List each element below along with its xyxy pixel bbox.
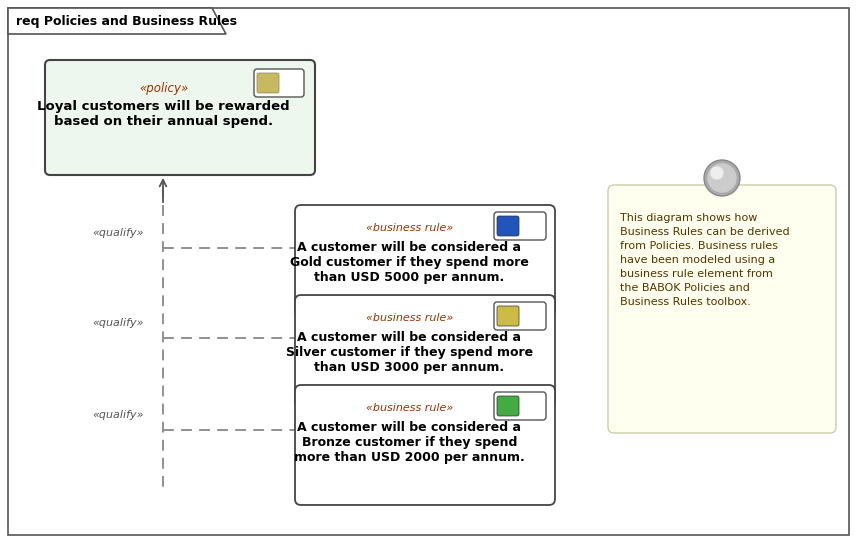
FancyBboxPatch shape <box>45 60 315 175</box>
Circle shape <box>708 164 736 192</box>
Text: «business rule»: «business rule» <box>366 313 453 323</box>
Text: «policy»: «policy» <box>139 82 189 95</box>
Text: «qualify»: «qualify» <box>93 318 144 328</box>
Text: A customer will be considered a
Gold customer if they spend more
than USD 5000 p: A customer will be considered a Gold cus… <box>290 241 529 284</box>
FancyBboxPatch shape <box>295 295 555 407</box>
FancyBboxPatch shape <box>494 302 546 330</box>
FancyBboxPatch shape <box>494 392 546 420</box>
Text: «business rule»: «business rule» <box>366 223 453 233</box>
Text: Loyal customers will be rewarded
based on their annual spend.: Loyal customers will be rewarded based o… <box>38 100 291 128</box>
Text: «business rule»: «business rule» <box>366 403 453 413</box>
FancyBboxPatch shape <box>295 205 555 317</box>
FancyBboxPatch shape <box>254 69 304 97</box>
Text: A customer will be considered a
Silver customer if they spend more
than USD 3000: A customer will be considered a Silver c… <box>286 331 533 374</box>
Circle shape <box>711 167 723 179</box>
Text: A customer will be considered a
Bronze customer if they spend
more than USD 2000: A customer will be considered a Bronze c… <box>294 421 524 464</box>
Circle shape <box>704 160 740 196</box>
FancyBboxPatch shape <box>608 185 836 433</box>
FancyBboxPatch shape <box>497 216 519 236</box>
FancyBboxPatch shape <box>497 306 519 326</box>
FancyBboxPatch shape <box>494 212 546 240</box>
Text: «qualify»: «qualify» <box>93 410 144 420</box>
Polygon shape <box>8 8 226 34</box>
FancyBboxPatch shape <box>295 385 555 505</box>
Text: «qualify»: «qualify» <box>93 228 144 238</box>
Text: This diagram shows how
Business Rules can be derived
from Policies. Business rul: This diagram shows how Business Rules ca… <box>620 213 789 307</box>
FancyBboxPatch shape <box>257 73 279 93</box>
FancyBboxPatch shape <box>497 396 519 416</box>
Text: req Policies and Business Rules: req Policies and Business Rules <box>16 15 237 28</box>
